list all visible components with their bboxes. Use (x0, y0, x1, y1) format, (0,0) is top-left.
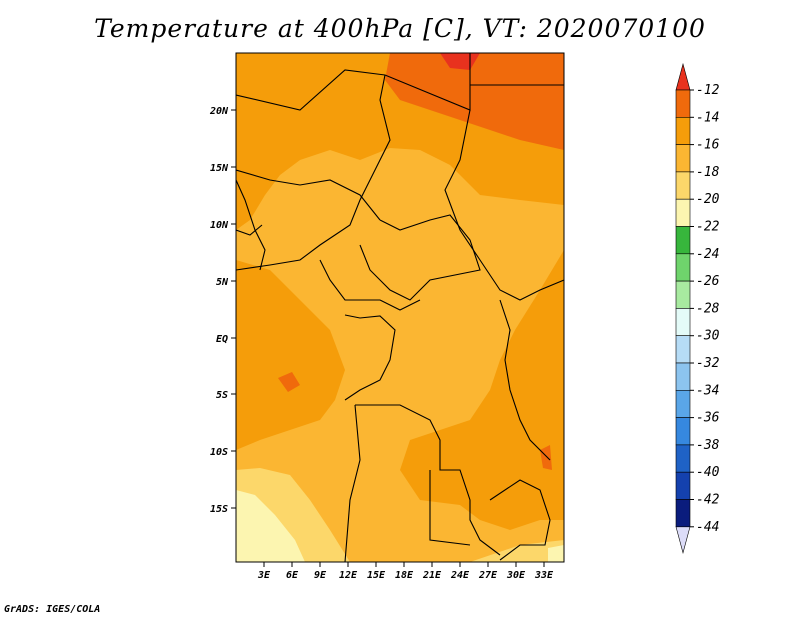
colorbar-box (675, 144, 691, 173)
colorbar-label: -28 (696, 301, 720, 316)
colorbar-box (675, 308, 691, 336)
colorbar-box (675, 198, 691, 227)
lat-label-15n: 15N (210, 163, 229, 174)
lat-label-15s: 15S (210, 504, 228, 515)
colorbar-label: -32 (696, 356, 720, 371)
colorbar-label: -12 (696, 83, 720, 98)
colorbar-box (675, 171, 691, 200)
colorbar-label: -14 (696, 110, 719, 125)
country-borders (236, 53, 564, 562)
colorbar-box (675, 471, 691, 500)
lon-label-15e: 15E (367, 570, 386, 581)
contour-fill-14-16-east (400, 250, 564, 530)
colorbar-box (675, 253, 691, 282)
colorbar-label: -20 (696, 192, 720, 207)
colorbar-label: -22 (696, 220, 720, 235)
lon-label-12e: 12E (339, 570, 358, 581)
lat-label-eq: EQ (216, 334, 228, 345)
colorbar-label: -30 (696, 329, 720, 344)
colorbar-box (675, 444, 691, 473)
contour-fill-12-14-spot (278, 372, 300, 392)
colorbar-box (675, 226, 691, 255)
contour-fill-14-16-west (236, 260, 345, 450)
colorbar-box (675, 89, 691, 118)
map-title: Temperature at 400hPa [C], VT: 202007010… (94, 14, 706, 43)
colorbar-label: -18 (696, 165, 720, 180)
contour-fill-20-22-se (548, 545, 564, 562)
colorbar-box (675, 417, 691, 446)
lon-label-6e: 6E (286, 570, 299, 581)
lat-label-10s: 10S (210, 447, 228, 458)
colorbar-box (675, 389, 691, 418)
lon-label-27e: 27E (478, 570, 498, 581)
contour-fill-12-14 (385, 53, 564, 150)
lat-label-20n: 20N (209, 106, 229, 117)
lon-label-33e: 33E (534, 570, 554, 581)
colorbar-label: -34 (696, 383, 719, 398)
colorbar-box (675, 117, 691, 145)
colorbar-box (675, 280, 691, 309)
map-frame (235, 52, 565, 563)
lon-label-3e: 3E (257, 570, 271, 581)
colorbar-label: -24 (696, 247, 719, 262)
lat-label-10n: 10N (210, 220, 229, 231)
lon-label-30e: 30E (506, 570, 526, 581)
colorbar-label: -26 (696, 274, 720, 289)
colorbar-label: -44 (696, 520, 719, 535)
lon-label-24e: 24E (450, 570, 470, 581)
colorbar-bottom-triangle (675, 526, 691, 554)
lat-label-5n: 5N (216, 277, 229, 288)
colorbar-top-triangle (675, 62, 691, 91)
colorbar-box (675, 362, 691, 391)
colorbar-label: -40 (696, 465, 720, 480)
lon-label-18e: 18E (395, 570, 414, 581)
colorbar-label: -42 (696, 493, 720, 508)
longitude-axis: 3E 6E 9E 12E 15E 18E 21E 24E 27E 30E 33E (257, 562, 554, 581)
lon-label-21e: 21E (422, 570, 442, 581)
colorbar-label: -36 (696, 411, 720, 426)
colorbar-label: -38 (696, 438, 720, 453)
lat-label-5s: 5S (216, 390, 228, 401)
credit-text: GrADS: IGES/COLA (4, 604, 101, 615)
latitude-axis: 20N 15N 10N 5N EQ 5S 10S 15S (209, 106, 236, 515)
contour-fill-12-14-east (540, 445, 552, 470)
colorbar-label: -16 (696, 138, 720, 153)
colorbar-box (675, 499, 691, 528)
colorbar-box (675, 335, 691, 364)
contour-fill-20-22 (236, 490, 305, 562)
lon-label-9e: 9E (314, 570, 327, 581)
